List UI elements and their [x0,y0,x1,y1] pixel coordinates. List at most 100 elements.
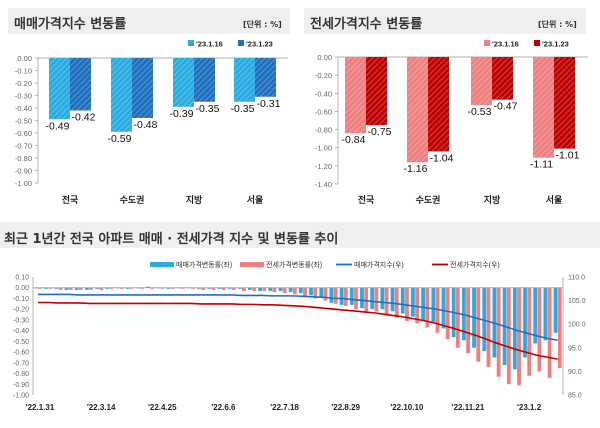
trend-bar [38,287,42,289]
chart-title-trend: 최근 1년간 전국 아파트 매매 · 전세가격 지수 및 변동률 추이 [4,232,339,247]
trend-bar [360,287,364,309]
jeonse-change-y-tick-label: -1.20 [315,162,332,171]
trend-bar [309,287,313,296]
trend-bar [466,287,470,354]
trend-bar [105,287,110,289]
sale-change-y-tick-label: -0.10 [15,67,32,76]
trend-bar [237,287,242,289]
sale-change-data-label: -0.59 [108,133,132,145]
trend-bar [553,287,558,333]
trend-right-tick-label: 110.0 [568,275,585,282]
trend-bar [400,287,405,314]
trend-bar [211,287,216,290]
trend-legend-label: 전세가격변동률(좌) [266,260,322,269]
trend-bar [140,287,144,289]
trend-bar [303,287,307,297]
trend-bar [34,287,38,289]
jeonse-change-category-label: 지방 [484,194,501,205]
trend-left-tick-label: -0.40 [13,328,29,335]
trend-bar [262,287,267,291]
trend-bar [349,287,354,305]
sale-change-data-label: -0.31 [257,98,281,110]
sale-change-y-tick-label: -0.30 [15,92,32,101]
trend-bar [390,287,395,312]
jeonse-change-data-label: -1.16 [404,163,428,175]
trend-bar [431,287,436,323]
chart-title-sale: 매매가격지수 변동률 [14,17,127,32]
jeonse-change-y-tick-label: 0.00 [317,53,332,62]
trend-x-tick-label: '22.3.14 [87,403,116,412]
sale-change-data-label: -0.35 [231,103,255,115]
trend-bar [156,287,161,289]
trend-left-tick-label: -0.80 [13,371,29,378]
trend-legend-label: 전세가격지수(우) [450,260,500,269]
trend-x-tick-label: '22.7.18 [270,403,299,412]
unit-label-jeonse: [단위 : %] [538,20,577,29]
trend-x-tick-label: '22.4.25 [148,403,177,412]
trend-bar [292,287,297,295]
trend-x-tick-label: '22.1.31 [26,403,55,412]
trend-bar [231,287,236,290]
trend-bar [411,287,415,317]
trend-bar [380,287,385,310]
trend-bar [384,287,389,315]
title-bar-jeonse [304,8,586,34]
trend-bar [227,287,232,289]
jeonse-change-legend-label: '23.1.16 [492,40,519,49]
trend-bar [78,287,83,290]
jeonse-change-y-tick-label: -0.20 [315,71,332,80]
jeonse-change-bar-hatch [533,57,554,158]
jeonse-change-bar-hatch [366,57,387,126]
trend-x-tick-label: '22.6.6 [211,403,236,412]
trend-bar [476,287,481,362]
trend-bar [288,287,293,293]
trend-bar [445,287,450,340]
sale-change-y-tick-label: -0.80 [15,154,32,163]
trend-left-tick-label: -1.00 [13,393,29,400]
trend-bar [543,287,548,341]
trend-right-tick-label: 85.0 [568,393,582,400]
jeonse-change-data-label: -1.11 [530,159,553,171]
jeonse-change-bar-hatch [471,57,492,106]
sale-change-legend-label: '23.1.23 [246,40,273,49]
trend-bar [329,287,334,303]
trend-bar [160,287,165,289]
trend-bar [221,287,226,290]
trend-left-tick-label: 0.10 [15,275,29,282]
trend-left-tick-label: -0.60 [13,350,29,357]
trend-bar [247,287,252,290]
trend-bar [319,287,324,298]
trend-right-tick-label: 90.0 [568,369,582,376]
trend-bar [129,287,134,289]
trend-bar [333,287,338,304]
trend-bar [150,287,155,289]
trend-bar [95,287,99,289]
trend-bar [201,287,206,290]
trend-bar [343,287,348,306]
trend-bar [482,287,487,352]
trend-bar [496,287,501,377]
trend-legend-swatch [240,262,264,267]
trend-bar [527,287,532,376]
trend-bar [84,287,89,290]
trend-bar [421,287,426,320]
trend-bar [48,287,53,289]
sale-change-data-label: -0.39 [170,108,194,120]
sale-change-category-label: 서울 [247,194,264,205]
sale-change-category-label: 전국 [62,194,79,205]
trend-left-tick-label: -0.50 [13,339,29,346]
sale-change-category-label: 수도권 [120,194,145,205]
trend-bar [197,287,201,289]
sale-change-bar-hatch [132,58,153,118]
sale-change-y-tick-label: -0.60 [15,129,32,138]
sale-change-data-label: -0.49 [46,120,70,132]
trend-bar [547,287,552,378]
sale-change-data-label: -0.48 [134,119,158,131]
sale-change-data-label: -0.42 [72,112,96,124]
trend-bar [374,287,379,312]
sale-change-bar-hatch [194,58,215,102]
trend-bar [557,287,562,369]
trend-left-tick-label: -0.70 [13,360,29,367]
trend-line [38,301,558,360]
